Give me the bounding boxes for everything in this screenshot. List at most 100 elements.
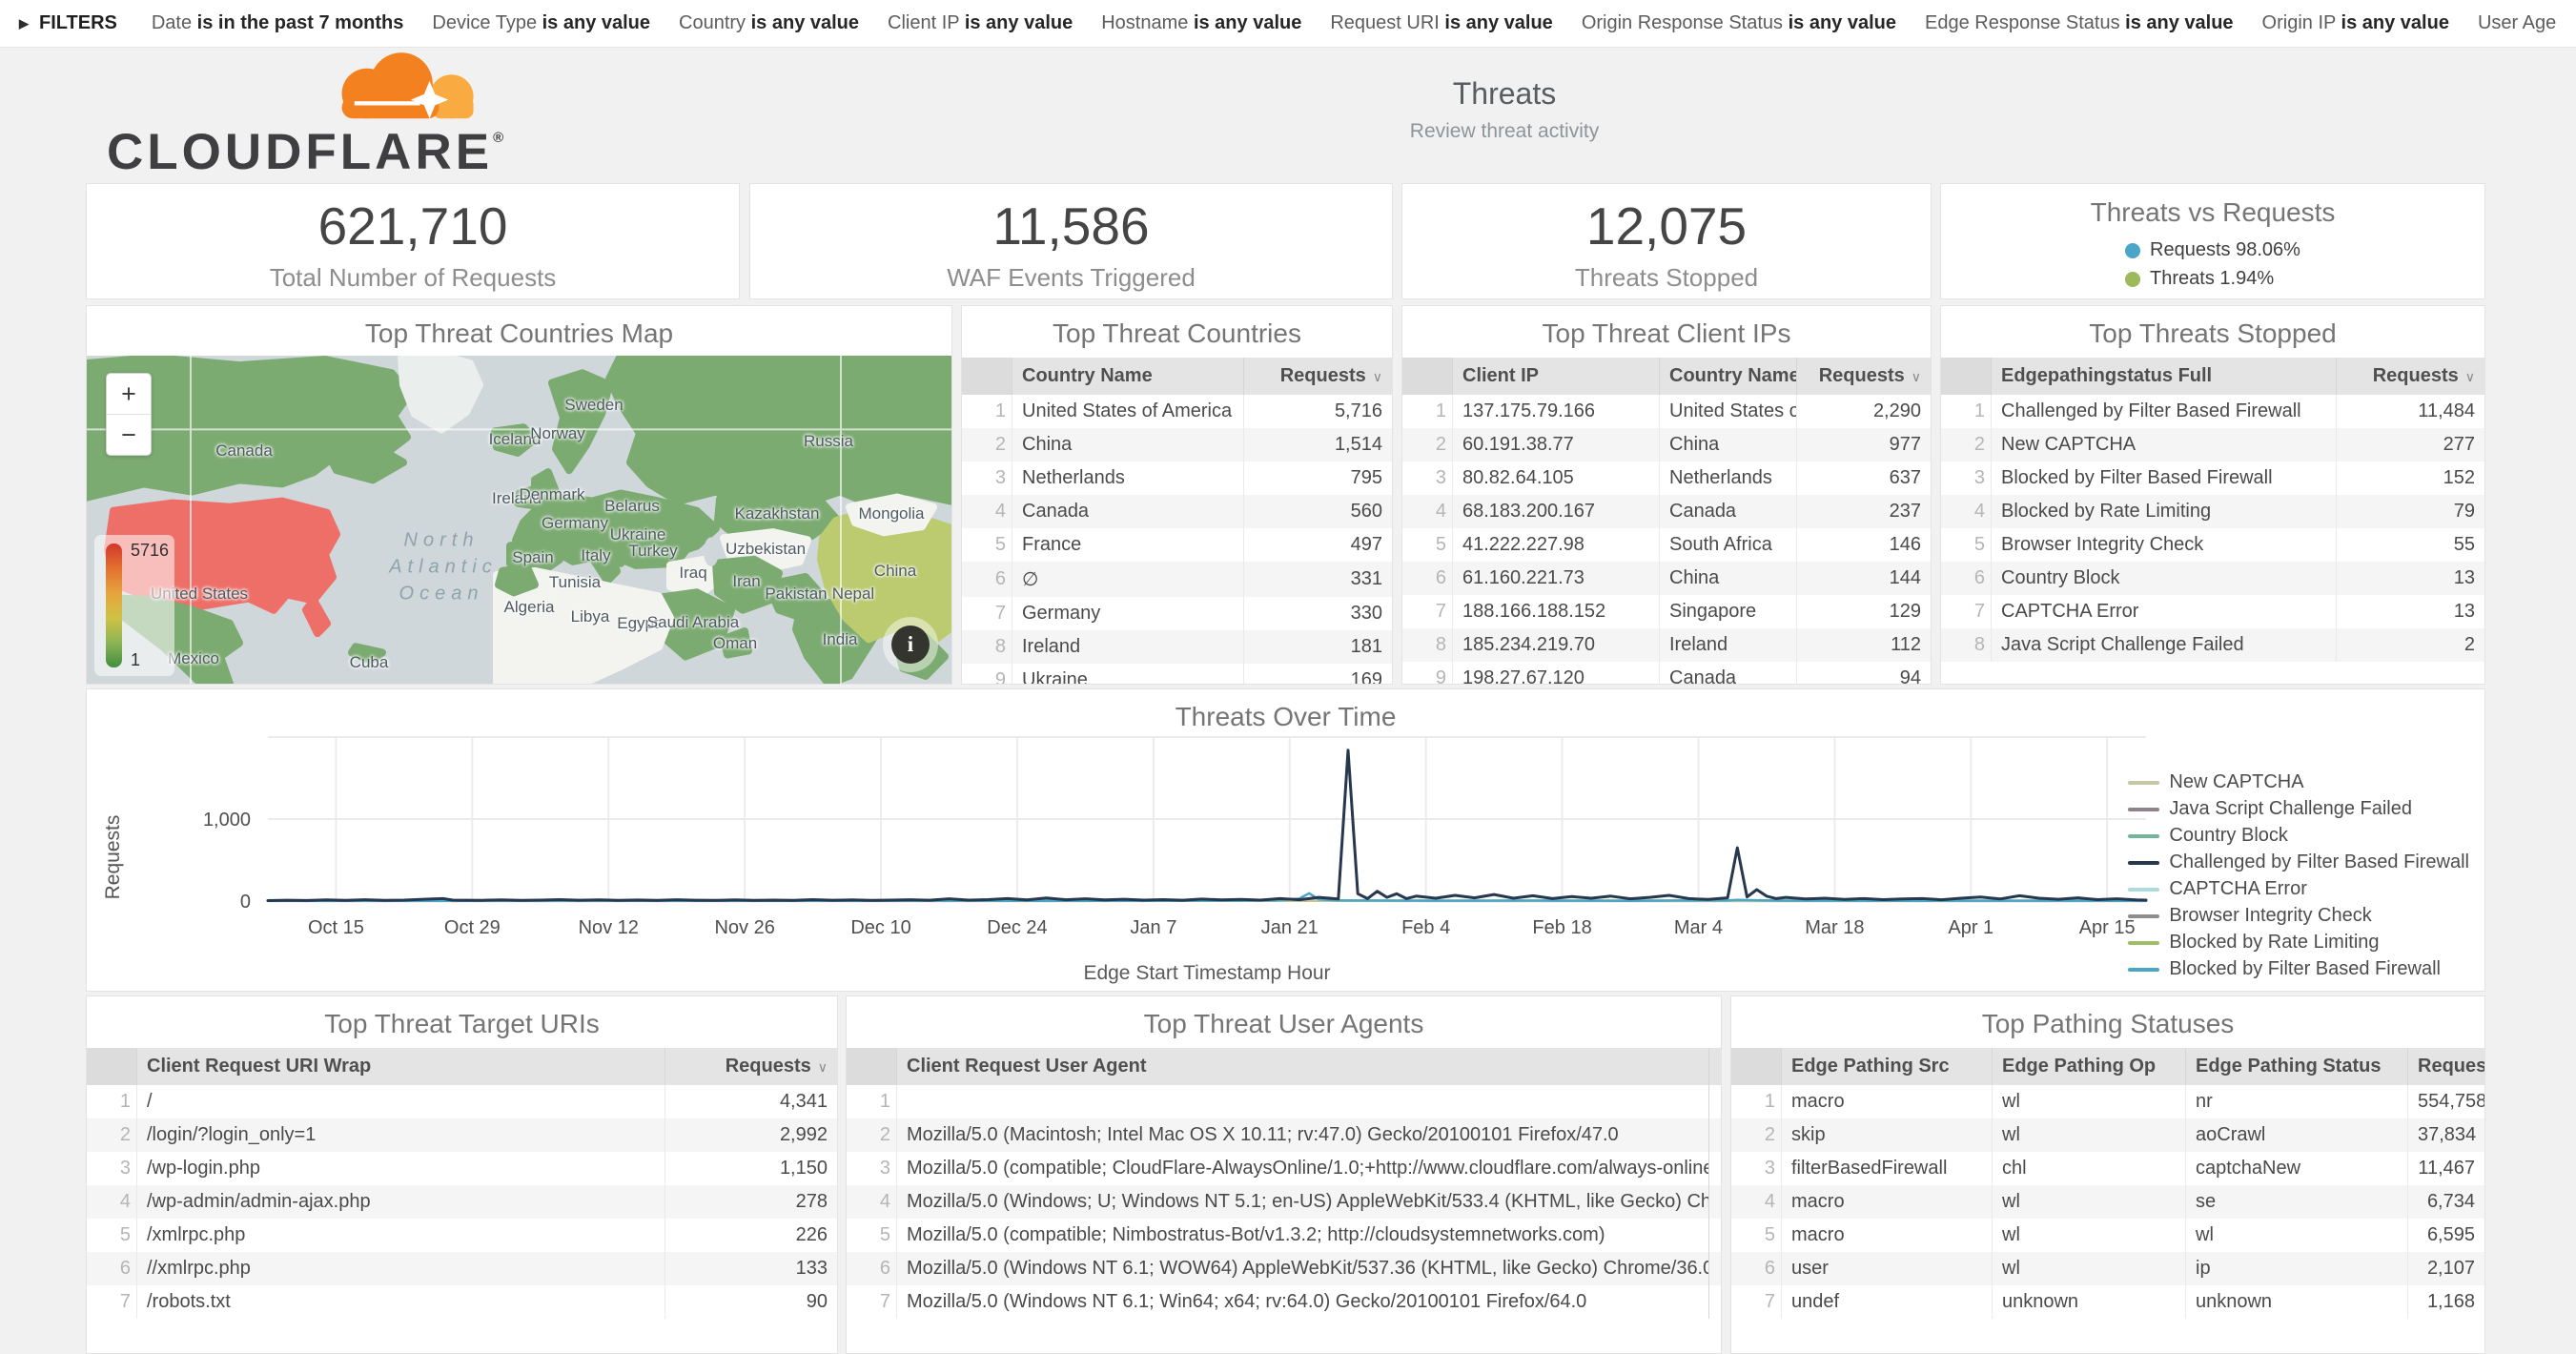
stat-value: 11,586 <box>750 195 1392 256</box>
chart-legend-item-new-captcha[interactable]: New CAPTCHA <box>2128 771 2469 793</box>
filter-request-uri[interactable]: Request URI is any value <box>1330 12 1552 34</box>
chart-legend-item-challenged-by-filter-based-firewall[interactable]: Challenged by Filter Based Firewall <box>2128 851 2469 873</box>
filters-toggle-label: FILTERS <box>39 12 117 34</box>
table-row[interactable]: 6∅331 <box>962 562 1392 597</box>
filter-user-agent[interactable]: User Agent is any value <box>2478 12 2557 34</box>
chart-legend-item-java-script-challenge-failed[interactable]: Java Script Challenge Failed <box>2128 798 2469 820</box>
legend-line-icon <box>2128 941 2159 945</box>
chart-legend-item-blocked-by-rate-limiting[interactable]: Blocked by Rate Limiting <box>2128 932 2469 954</box>
map-label-turkey: Turkey <box>628 542 677 561</box>
filters-toggle[interactable]: ▶ FILTERS <box>19 12 117 34</box>
column-header-requests[interactable]: Requests∨ <box>2408 1048 2485 1085</box>
column-header-requests[interactable]: Requests∨ <box>2337 358 2485 395</box>
filter-client-ip[interactable]: Client IP is any value <box>888 12 1073 34</box>
chart-legend-item-blocked-by-filter-based-firewall[interactable]: Blocked by Filter Based Firewall <box>2128 958 2469 980</box>
map-info-button[interactable]: i <box>883 617 938 672</box>
cell-client-request-uri-wrap: / <box>137 1085 665 1118</box>
cell-edgepathingstatus-full: Blocked by Filter Based Firewall <box>1992 462 2337 495</box>
cell-edge-pathing-src: user <box>1782 1252 1993 1285</box>
filter-edge-response-status[interactable]: Edge Response Status is any value <box>1925 12 2234 34</box>
map-zoom-in-button[interactable]: + <box>107 374 151 415</box>
column-header-client-request-user-agent[interactable]: Client Request User Agent <box>897 1048 1709 1085</box>
column-header-requests[interactable]: Requests∨ <box>1797 358 1932 395</box>
column-header-edge-pathing-status[interactable]: Edge Pathing Status <box>2186 1048 2408 1085</box>
filter-date[interactable]: Date is in the past 7 months <box>152 12 404 34</box>
chart-legend-item-browser-integrity-check[interactable]: Browser Integrity Check <box>2128 905 2469 927</box>
column-header-edgepathingstatus-full[interactable]: Edgepathingstatus Full <box>1992 358 2337 395</box>
table-row[interactable]: 1/4,341 <box>87 1085 837 1118</box>
filter-origin-ip[interactable]: Origin IP is any value <box>2262 12 2449 34</box>
column-header-edge-pathing-src[interactable]: Edge Pathing Src <box>1782 1048 1993 1085</box>
filter-hostname[interactable]: Hostname is any value <box>1101 12 1301 34</box>
column-header-requests[interactable]: Requests∨ <box>665 1048 838 1085</box>
map-zoom-out-button[interactable]: − <box>107 415 151 455</box>
top-threats-stopped-panel: Top Threats Stopped Edgepathingstatus Fu… <box>1940 305 2485 685</box>
column-header-client-request-uri-wrap[interactable]: Client Request URI Wrap <box>137 1048 665 1085</box>
cell-edge-pathing-status: nr <box>2186 1085 2408 1118</box>
filter-origin-response-status[interactable]: Origin Response Status is any value <box>1582 12 1896 34</box>
chart-legend-item-country-block[interactable]: Country Block <box>2128 825 2469 847</box>
filter-device-type[interactable]: Device Type is any value <box>432 12 650 34</box>
row-number: 7 <box>1941 595 1992 628</box>
threats-vs-requests-legend: Requests 98.06%Threats 1.94% <box>2125 239 2300 290</box>
row-number: 4 <box>847 1185 897 1219</box>
table-row[interactable]: 1 <box>847 1085 1721 1118</box>
column-header-country-name[interactable]: Country Name <box>1660 358 1797 395</box>
filter-country[interactable]: Country is any value <box>679 12 859 34</box>
cell-requests: 2,107 <box>2408 1252 2485 1285</box>
chart-legend-item-captcha-error[interactable]: CAPTCHA Error <box>2128 878 2469 900</box>
column-header-requests[interactable]: Requests∨ <box>1244 358 1393 395</box>
column-header-edge-pathing-op[interactable]: Edge Pathing Op <box>1993 1048 2186 1085</box>
column-header-country-name[interactable]: Country Name <box>1012 358 1244 395</box>
svg-text:Dec 24: Dec 24 <box>987 917 1047 938</box>
sort-caret-icon: ∨ <box>818 1059 828 1075</box>
column-header-client-ip[interactable]: Client IP <box>1453 358 1660 395</box>
